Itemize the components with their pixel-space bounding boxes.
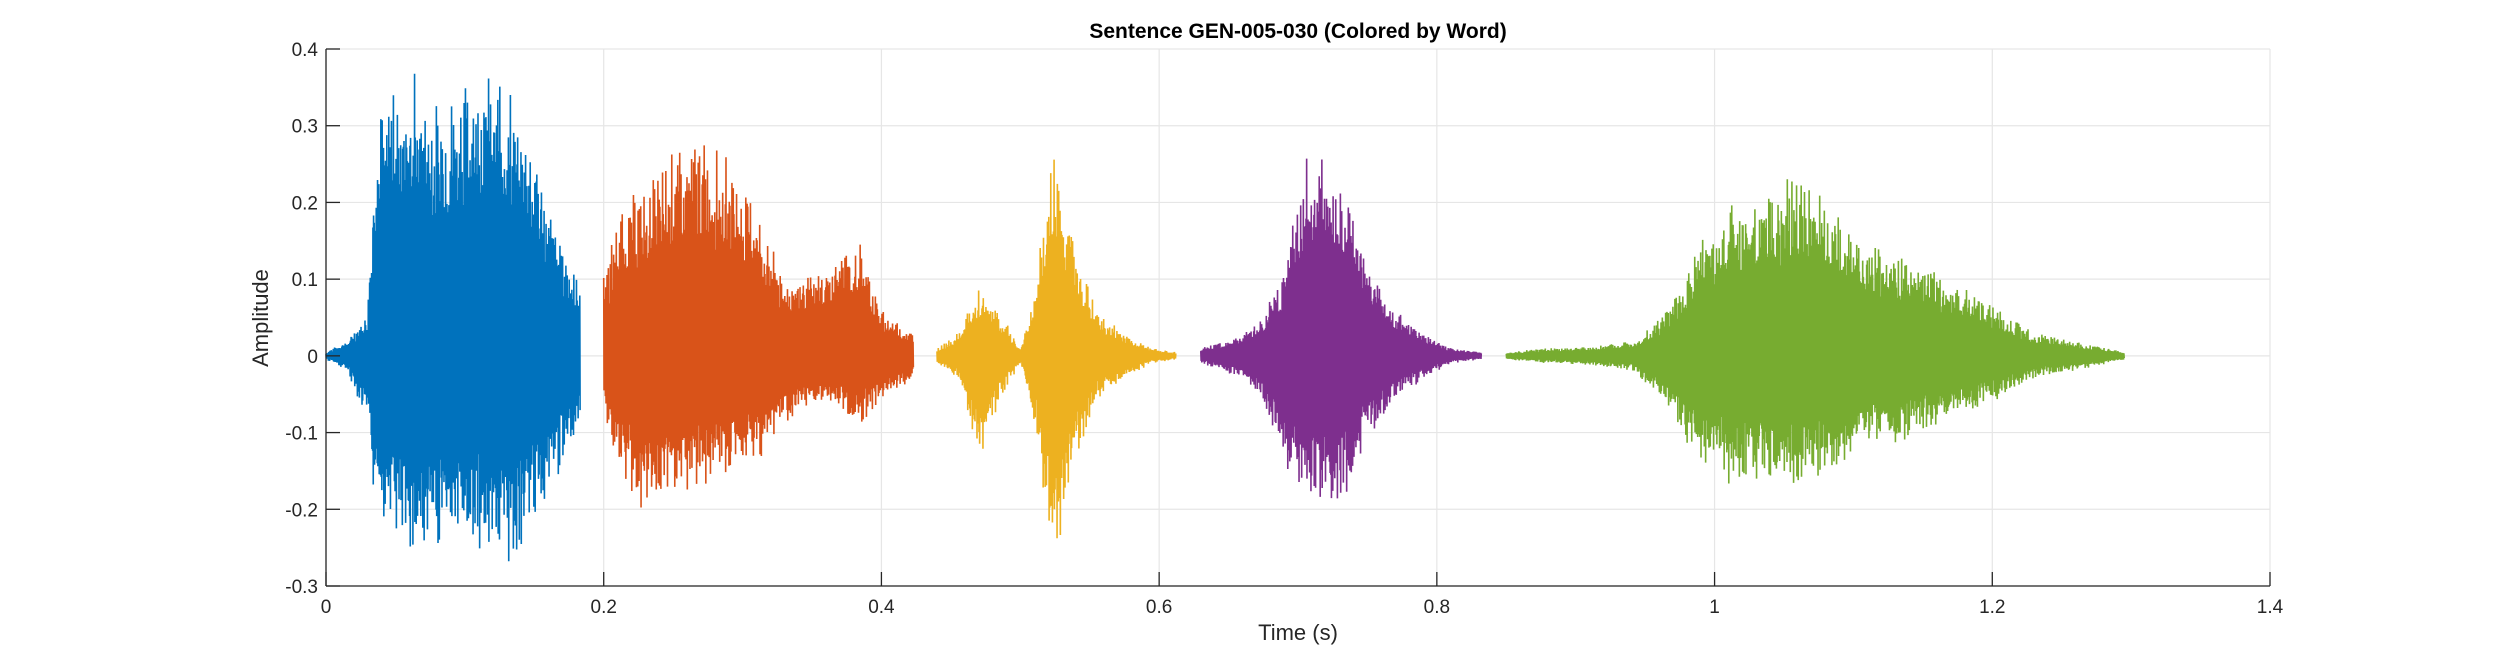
waveform-segment-3 bbox=[936, 159, 1177, 539]
y-axis-label: Amplitude bbox=[248, 269, 273, 367]
plot-axes bbox=[325, 48, 2271, 587]
y-tick-label: -0.1 bbox=[285, 424, 318, 445]
y-tick-label: 0.2 bbox=[292, 193, 318, 214]
tick-labels: 0 0.2 0.4 0.6 0.8 1 1.2 1.4 -0.3 -0.2 -0.1 0 0.1 0.2 0… bbox=[285, 40, 2283, 618]
x-tick-label: 0.2 bbox=[591, 597, 617, 618]
x-tick-label: 0 bbox=[321, 597, 332, 618]
y-tick-label: 0 bbox=[307, 347, 318, 368]
x-tick-label: 0.8 bbox=[1424, 597, 1450, 618]
waveform-segment-1 bbox=[325, 73, 581, 562]
x-tick-label: 0.6 bbox=[1146, 597, 1172, 618]
y-tick-label: 0.4 bbox=[292, 40, 319, 61]
x-tick-label: 0.4 bbox=[868, 597, 895, 618]
y-tick-label: 0.3 bbox=[292, 117, 318, 138]
x-tick-label: 1.4 bbox=[2257, 597, 2284, 618]
y-tick-label: -0.3 bbox=[285, 577, 318, 598]
waveform-segment-4 bbox=[1200, 158, 1483, 499]
x-axis-label: Time (s) bbox=[1258, 620, 1338, 645]
y-tick-label: -0.2 bbox=[285, 500, 318, 521]
x-tick-label: 1.2 bbox=[1979, 597, 2005, 618]
waveform-segment-2 bbox=[602, 145, 915, 508]
y-tick-label: 0.1 bbox=[292, 270, 318, 291]
x-tick-label: 1 bbox=[1709, 597, 1720, 618]
waveform-series bbox=[325, 73, 2125, 562]
chart-title: Sentence GEN-005-030 (Colored by Word) bbox=[1089, 20, 1506, 43]
waveform-segment-5 bbox=[1505, 179, 2125, 484]
